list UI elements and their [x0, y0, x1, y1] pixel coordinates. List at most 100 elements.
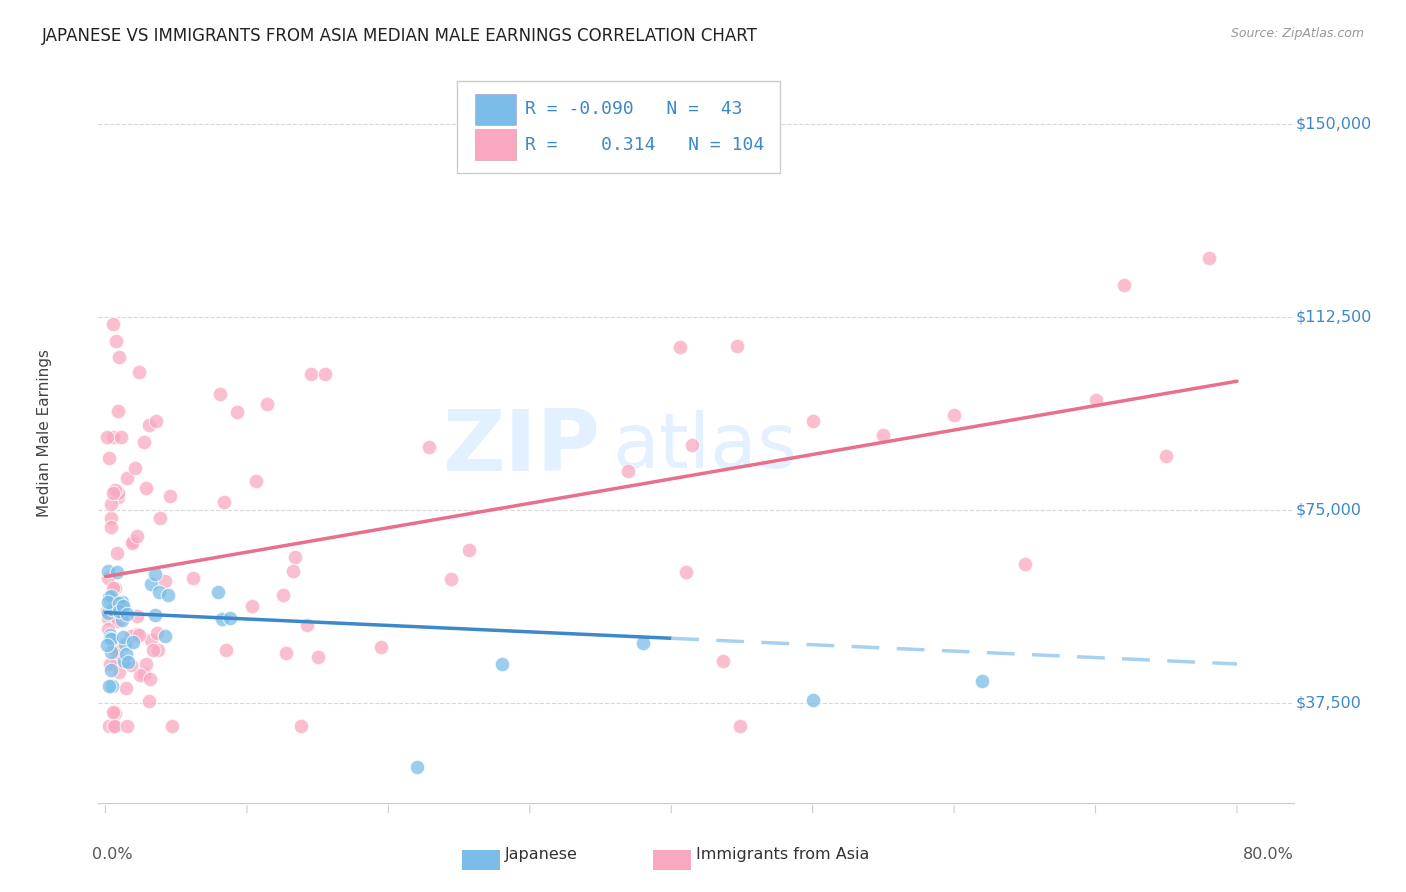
Point	[96, 430, 118, 444]
FancyBboxPatch shape	[475, 129, 516, 161]
Point	[104, 719, 127, 733]
Point	[135, 481, 157, 495]
Point	[139, 633, 162, 648]
Point	[100, 632, 122, 647]
Point	[96, 639, 118, 653]
Point	[675, 566, 697, 580]
Point	[104, 581, 127, 595]
Point	[128, 365, 150, 379]
Text: $75,000: $75,000	[1296, 502, 1362, 517]
Point	[96, 604, 118, 618]
Point	[299, 368, 322, 382]
Point	[143, 607, 166, 622]
Text: $112,500: $112,500	[1296, 310, 1372, 325]
Point	[104, 483, 127, 498]
Point	[370, 640, 392, 654]
FancyBboxPatch shape	[475, 94, 516, 125]
Point	[115, 681, 138, 696]
Point	[98, 719, 121, 733]
Point	[97, 623, 120, 637]
Point	[112, 654, 135, 668]
Point	[104, 596, 127, 610]
Point	[107, 604, 129, 618]
Point	[728, 719, 751, 733]
Point	[668, 340, 690, 354]
Point	[121, 635, 143, 649]
Point	[245, 474, 267, 488]
Point	[98, 628, 121, 642]
Point	[138, 417, 160, 432]
Point	[138, 694, 160, 708]
Point	[146, 625, 169, 640]
Text: 80.0%: 80.0%	[1243, 847, 1294, 863]
Point	[405, 760, 427, 774]
Point	[120, 629, 142, 643]
Point	[121, 536, 143, 550]
FancyBboxPatch shape	[461, 850, 501, 871]
Point	[149, 510, 172, 524]
Point	[274, 646, 297, 660]
Point	[96, 595, 118, 609]
FancyBboxPatch shape	[652, 850, 692, 871]
Point	[107, 486, 129, 500]
Point	[314, 368, 336, 382]
Point	[105, 546, 128, 560]
Point	[711, 654, 734, 668]
Point	[111, 630, 134, 644]
Point	[160, 719, 183, 733]
Point	[617, 464, 640, 478]
Text: Median Male Earnings: Median Male Earnings	[37, 349, 52, 516]
Point	[107, 404, 129, 418]
Point	[273, 588, 295, 602]
Point	[129, 668, 152, 682]
Text: JAPANESE VS IMMIGRANTS FROM ASIA MEDIAN MALE EARNINGS CORRELATION CHART: JAPANESE VS IMMIGRANTS FROM ASIA MEDIAN …	[42, 27, 758, 45]
Point	[111, 599, 134, 613]
Point	[103, 430, 125, 444]
Point	[103, 317, 125, 331]
Point	[256, 397, 278, 411]
Point	[111, 613, 134, 627]
Point	[117, 655, 139, 669]
Point	[134, 434, 156, 449]
Point	[125, 529, 148, 543]
Point	[97, 450, 120, 465]
Point	[100, 520, 122, 534]
Point	[1014, 557, 1036, 571]
Point	[295, 618, 318, 632]
Point	[100, 663, 122, 677]
Text: R =    0.314   N = 104: R = 0.314 N = 104	[524, 136, 765, 153]
Point	[872, 428, 894, 442]
Point	[181, 571, 204, 585]
Point	[127, 627, 149, 641]
Point	[107, 665, 129, 680]
Text: $150,000: $150,000	[1296, 117, 1372, 132]
Point	[104, 644, 127, 658]
Point	[108, 598, 131, 612]
Point	[1084, 392, 1107, 407]
Point	[128, 628, 150, 642]
Point	[418, 440, 440, 454]
Point	[115, 647, 138, 661]
Point	[114, 636, 136, 650]
Point	[115, 471, 138, 485]
Point	[115, 607, 138, 621]
Point	[98, 632, 121, 646]
Point	[211, 612, 233, 626]
Point	[281, 565, 304, 579]
Point	[214, 495, 236, 509]
Point	[110, 430, 132, 444]
Point	[97, 610, 120, 624]
Point	[112, 608, 135, 623]
Point	[135, 657, 157, 672]
Point	[101, 597, 124, 611]
Point	[98, 657, 121, 671]
Point	[801, 414, 824, 428]
Point	[124, 461, 146, 475]
Point	[121, 658, 143, 673]
Point	[105, 641, 128, 656]
Point	[159, 489, 181, 503]
Text: atlas: atlas	[613, 410, 797, 484]
Point	[101, 486, 124, 500]
Point	[142, 643, 165, 657]
Point	[215, 643, 238, 657]
